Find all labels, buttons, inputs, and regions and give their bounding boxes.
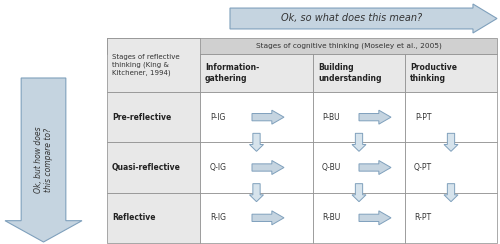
Text: R-IG: R-IG: [210, 213, 226, 222]
Polygon shape: [359, 161, 391, 174]
Polygon shape: [359, 110, 391, 124]
Text: Stages of cognitive thinking (Moseley et al., 2005): Stages of cognitive thinking (Moseley et…: [256, 43, 442, 49]
Text: R-PT: R-PT: [414, 213, 432, 222]
Text: Ok, so what does this mean?: Ok, so what does this mean?: [281, 13, 422, 23]
Polygon shape: [252, 211, 284, 225]
Polygon shape: [352, 133, 366, 151]
Bar: [107, 142, 200, 193]
Text: Reflective: Reflective: [112, 213, 156, 222]
Polygon shape: [252, 161, 284, 174]
Text: P-IG: P-IG: [210, 113, 226, 122]
Text: Pre-reflective: Pre-reflective: [112, 113, 171, 122]
Text: Building
understanding: Building understanding: [318, 63, 382, 83]
Bar: [405, 92, 497, 142]
Bar: [405, 54, 497, 92]
Text: Q-PT: Q-PT: [414, 163, 432, 172]
Text: P-PT: P-PT: [415, 113, 431, 122]
Text: Ok, but how does
this compare to?: Ok, but how does this compare to?: [34, 127, 53, 193]
Polygon shape: [250, 184, 264, 202]
Bar: [107, 193, 200, 243]
Bar: [313, 92, 405, 142]
Bar: [405, 193, 497, 243]
Polygon shape: [359, 211, 391, 225]
Text: Quasi-reflective: Quasi-reflective: [112, 163, 181, 172]
Bar: [200, 142, 313, 193]
Polygon shape: [252, 110, 284, 124]
Bar: [200, 92, 313, 142]
Polygon shape: [250, 133, 264, 151]
Bar: [313, 54, 405, 92]
Bar: [200, 54, 313, 92]
Polygon shape: [5, 78, 82, 242]
Polygon shape: [230, 4, 497, 33]
Bar: [107, 38, 497, 54]
Polygon shape: [444, 133, 458, 151]
Bar: [200, 193, 313, 243]
Text: Q-IG: Q-IG: [210, 163, 226, 172]
Bar: [313, 193, 405, 243]
Polygon shape: [444, 184, 458, 202]
Text: R-BU: R-BU: [322, 213, 340, 222]
Bar: [405, 142, 497, 193]
Text: P-BU: P-BU: [322, 113, 340, 122]
Text: Stages of reflective
thinking (King &
Kitchener, 1994): Stages of reflective thinking (King & Ki…: [112, 54, 180, 75]
Bar: [107, 92, 200, 142]
Text: Information-
gathering: Information- gathering: [205, 63, 259, 83]
Text: Q-BU: Q-BU: [322, 163, 340, 172]
Text: Productive
thinking: Productive thinking: [410, 63, 457, 83]
Bar: [313, 142, 405, 193]
Bar: [107, 38, 200, 92]
Polygon shape: [352, 184, 366, 202]
